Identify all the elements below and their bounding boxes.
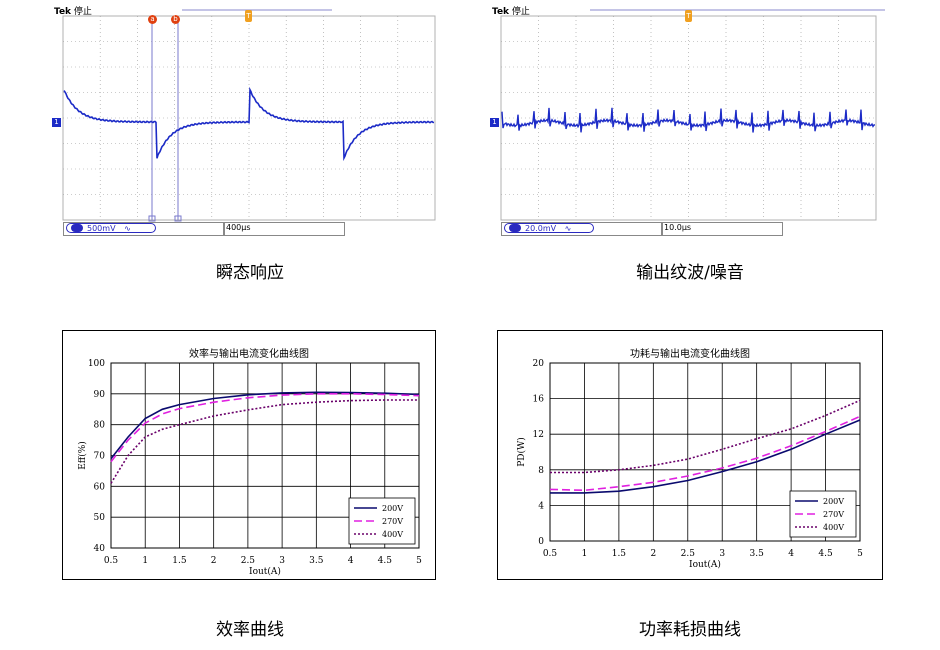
chart-title: 功耗与输出电流变化曲线图 bbox=[630, 349, 750, 360]
x-tick-label: 5 bbox=[416, 556, 422, 566]
volts-per-div: 500mV bbox=[87, 224, 116, 233]
scope-header: Tek 停止 bbox=[54, 4, 92, 17]
cursor-b-marker[interactable]: b bbox=[171, 15, 180, 24]
x-tick-label: 3 bbox=[719, 549, 725, 559]
legend-label: 200V bbox=[382, 504, 403, 513]
y-tick-label: 4 bbox=[538, 501, 544, 511]
x-tick-label: 1.5 bbox=[172, 556, 187, 566]
series-line-270V bbox=[549, 415, 861, 492]
timebase-box bbox=[661, 222, 783, 236]
coupling-icon: ∿ bbox=[564, 224, 572, 233]
legend-label: 270V bbox=[823, 510, 844, 519]
series-line-200V bbox=[110, 391, 420, 460]
power-loss-chart: 功耗与输出电流变化曲线图 0.5 1 1.5 2 2.5 3 3.5 4 4.5 5 0 4 8 12 16… bbox=[497, 330, 883, 580]
timebase-value: 10.0μs bbox=[664, 223, 692, 232]
channel-icon bbox=[71, 224, 83, 232]
efficiency-plot: 0.5 1 1.5 2 2.5 3 3.5 4 4.5 5 40 50 60 70 80 90 100 Iout(… bbox=[77, 359, 422, 577]
y-tick-label: 50 bbox=[94, 513, 106, 523]
y-axis-label: Eff(%) bbox=[77, 441, 88, 470]
y-tick-label: 12 bbox=[533, 430, 544, 440]
channel-scale-pill[interactable]: 20.0mV ∿ bbox=[504, 223, 594, 233]
scope-panel-transient: Tek 停止 a b T 1 500mV ∿ 400μs bbox=[52, 2, 442, 242]
trigger-marker[interactable]: T bbox=[685, 10, 692, 22]
x-tick-label: 3 bbox=[279, 556, 285, 566]
coupling-icon: ∿ bbox=[124, 224, 131, 233]
x-tick-label: 1 bbox=[142, 556, 148, 566]
scope-brand: Tek bbox=[54, 7, 72, 17]
legend-label: 400V bbox=[823, 523, 844, 532]
y-tick-label: 20 bbox=[533, 359, 545, 369]
scope-state: 停止 bbox=[73, 7, 92, 17]
legend-label: 270V bbox=[382, 517, 403, 526]
y-tick-label: 16 bbox=[533, 395, 545, 405]
x-tick-label: 2.5 bbox=[241, 556, 256, 566]
y-tick-label: 8 bbox=[538, 466, 544, 476]
x-tick-label: 2.5 bbox=[681, 549, 696, 559]
efficiency-chart: 效率与输出电流变化曲线图 0.5 1 1.5 2 2.5 3 3.5 4 4.5 5 40 50 60 7… bbox=[62, 330, 436, 580]
x-tick-label: 4 bbox=[348, 556, 354, 566]
x-tick-label: 1 bbox=[582, 549, 588, 559]
x-tick-label: 3.5 bbox=[750, 549, 765, 559]
x-tick-label: 3.5 bbox=[309, 556, 324, 566]
y-tick-label: 100 bbox=[88, 359, 105, 369]
x-tick-label: 1.5 bbox=[612, 549, 627, 559]
caption-power-loss: 功率耗损曲线 bbox=[639, 620, 741, 640]
x-axis-label: Iout(A) bbox=[689, 559, 721, 570]
caption-efficiency: 效率曲线 bbox=[216, 620, 284, 640]
cursor-a-marker[interactable]: a bbox=[148, 15, 157, 24]
scope-screen bbox=[500, 9, 885, 221]
caption-ripple: 输出纹波/噪音 bbox=[636, 263, 744, 283]
x-tick-label: 2 bbox=[211, 556, 217, 566]
scope2-waveform bbox=[501, 107, 875, 133]
scope1-waveform bbox=[63, 86, 435, 162]
caption-transient: 瞬态响应 bbox=[216, 263, 284, 283]
scope-state: 停止 bbox=[511, 7, 530, 17]
trigger-marker[interactable]: T bbox=[245, 10, 252, 22]
series-line-400V bbox=[550, 399, 861, 474]
series-line-400V bbox=[110, 399, 419, 484]
y-tick-label: 90 bbox=[94, 390, 106, 400]
y-tick-label: 40 bbox=[94, 544, 106, 554]
timebase-value: 400μs bbox=[226, 223, 251, 232]
channel-status-box bbox=[63, 222, 225, 236]
timebase-box bbox=[223, 222, 345, 236]
series-line-200V bbox=[550, 419, 861, 494]
scope-screen bbox=[62, 9, 436, 222]
scope-panel-ripple: Tek 停止 T 1 20.0mV ∿ 10.0μs bbox=[490, 2, 890, 242]
series-line-270V bbox=[110, 393, 420, 463]
scope-brand: Tek bbox=[492, 7, 510, 17]
legend-label: 400V bbox=[382, 530, 403, 539]
y-tick-label: 80 bbox=[94, 421, 106, 431]
channel-scale-pill[interactable]: 500mV ∿ bbox=[66, 223, 156, 233]
y-tick-label: 0 bbox=[538, 537, 544, 547]
x-axis-label: Iout(A) bbox=[249, 566, 281, 577]
x-tick-label: 5 bbox=[857, 549, 863, 559]
x-tick-label: 0.5 bbox=[104, 556, 119, 566]
volts-per-div: 20.0mV bbox=[525, 224, 557, 233]
legend-label: 200V bbox=[823, 497, 844, 506]
cursor-a-handle[interactable] bbox=[148, 215, 156, 222]
chart-title: 效率与输出电流变化曲线图 bbox=[189, 349, 309, 360]
channel-ground-marker: 1 bbox=[490, 118, 499, 127]
scope-header: Tek 停止 bbox=[492, 4, 530, 17]
power-loss-plot: 0.5 1 1.5 2 2.5 3 3.5 4 4.5 5 0 4 8 12 16 20 Iout(A) PD(W… bbox=[516, 359, 863, 570]
channel-status-box bbox=[501, 222, 663, 236]
x-tick-label: 2 bbox=[650, 549, 656, 559]
x-tick-label: 4.5 bbox=[818, 549, 833, 559]
cursor-b-handle[interactable] bbox=[174, 215, 182, 222]
channel-ground-marker: 1 bbox=[52, 118, 61, 127]
y-tick-label: 60 bbox=[94, 482, 106, 492]
channel-icon bbox=[509, 224, 521, 232]
y-axis-label: PD(W) bbox=[516, 437, 527, 467]
y-tick-label: 70 bbox=[94, 452, 106, 462]
x-tick-label: 4.5 bbox=[378, 556, 393, 566]
x-tick-label: 4 bbox=[788, 549, 794, 559]
x-tick-label: 0.5 bbox=[543, 549, 558, 559]
